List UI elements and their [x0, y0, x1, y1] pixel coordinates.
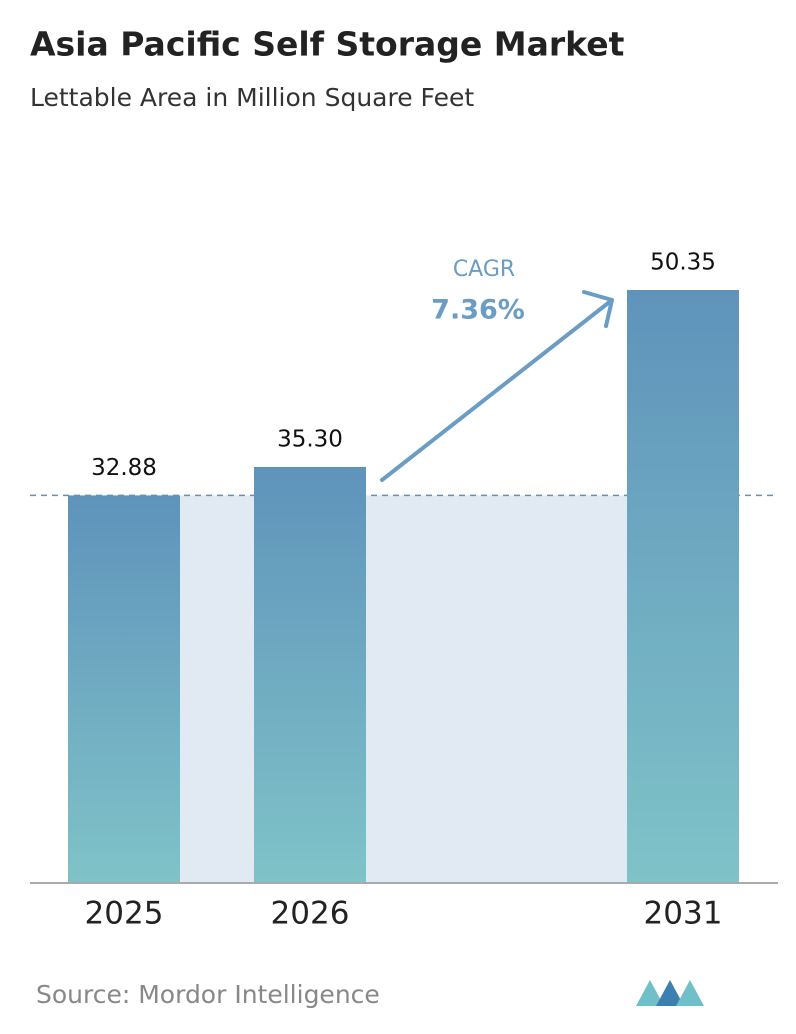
value-label: 50.35	[650, 250, 716, 276]
logo	[636, 980, 704, 1006]
reference-band	[180, 495, 627, 882]
cagr-value: 7.36%	[431, 295, 525, 326]
bar	[254, 466, 366, 882]
value-label: 35.30	[277, 426, 343, 452]
bar	[68, 495, 180, 882]
value-label: 32.88	[91, 455, 157, 481]
bar	[627, 290, 739, 882]
cagr-arrow	[380, 290, 614, 482]
x-tick-label: 2026	[271, 896, 350, 932]
plot-area: 32.88 2025 35.30 2026 50.35 2031	[30, 250, 778, 932]
cagr-label: CAGR	[453, 257, 515, 282]
source: Source: Mordor Intelligence	[36, 980, 380, 1009]
x-tick-label: 2031	[644, 896, 723, 932]
chart-title: Asia Pacific Self Storage Market	[30, 25, 625, 64]
x-tick-label: 2025	[85, 896, 164, 932]
chart-subtitle: Lettable Area in Million Square Feet	[30, 83, 474, 112]
